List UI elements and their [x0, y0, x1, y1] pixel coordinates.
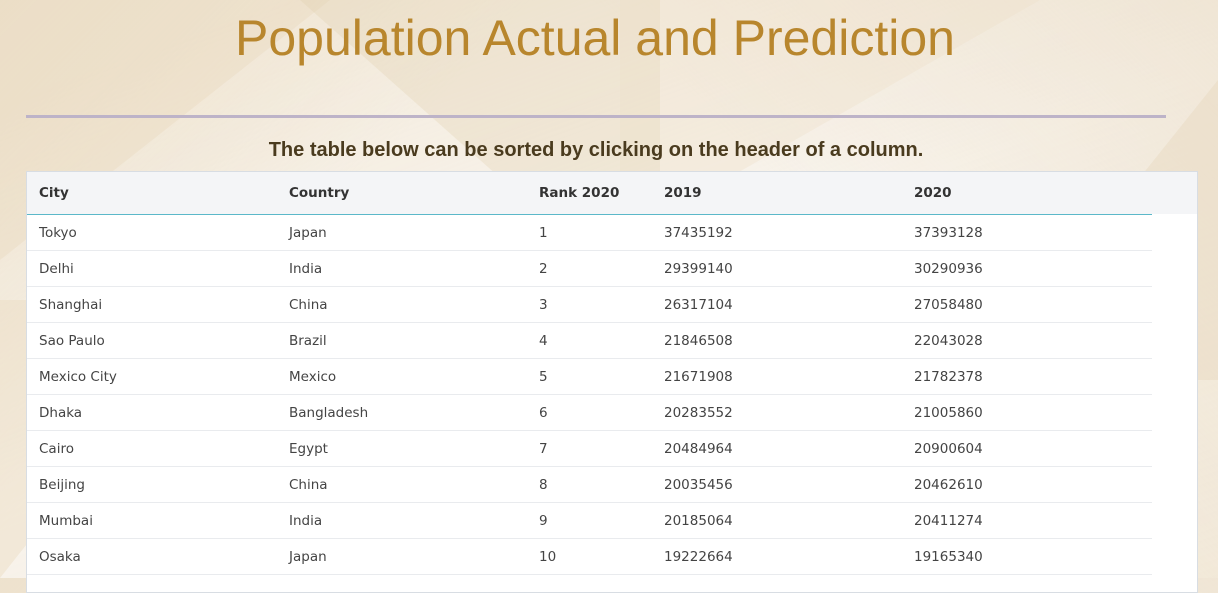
cell-city: Mexico City — [27, 358, 277, 395]
column-header-2020[interactable]: 2020 — [902, 172, 1152, 215]
cell-population-2019: 20035456 — [652, 466, 902, 503]
table-header-row: City Country Rank 2020 2019 2020 — [27, 172, 1152, 215]
cell-rank-2020: 1 — [527, 214, 652, 251]
population-table-container: City Country Rank 2020 2019 2020 Tokyo Ja… — [26, 171, 1198, 593]
cell-population-2019: 21671908 — [652, 358, 902, 395]
cell-population-2019: 20185064 — [652, 502, 902, 539]
cell-population-2020: 20462610 — [902, 466, 1152, 503]
title-divider — [26, 115, 1166, 118]
table-body: Tokyo Japan 1 37435192 37393128 Delhi India 2 29… — [27, 214, 1152, 575]
table-instructions: The table below can be sorted by clickin… — [268, 139, 924, 161]
table-row: Mumbai India 9 20185064 20411274 — [27, 502, 1152, 539]
cell-country: China — [277, 286, 527, 323]
cell-country: Egypt — [277, 430, 527, 467]
column-header-country[interactable]: Country — [277, 172, 527, 215]
cell-country: India — [277, 502, 527, 539]
cell-rank-2020: 3 — [527, 286, 652, 323]
cell-rank-2020: 5 — [527, 358, 652, 395]
cell-population-2020: 27058480 — [902, 286, 1152, 323]
cell-city: Beijing — [27, 466, 277, 503]
cell-population-2019: 37435192 — [652, 214, 902, 251]
cell-city: Tokyo — [27, 214, 277, 251]
table-row: Mexico City Mexico 5 21671908 21782378 — [27, 358, 1152, 395]
cell-population-2020: 21005860 — [902, 394, 1152, 431]
cell-population-2019: 20283552 — [652, 394, 902, 431]
cell-rank-2020: 9 — [527, 502, 652, 539]
column-header-city[interactable]: City — [27, 172, 277, 215]
cell-country: India — [277, 250, 527, 287]
cell-rank-2020: 10 — [527, 538, 652, 575]
cell-population-2019: 21846508 — [652, 322, 902, 359]
cell-population-2020: 37393128 — [902, 214, 1152, 251]
column-header-2019[interactable]: 2019 — [652, 172, 902, 215]
cell-population-2019: 29399140 — [652, 250, 902, 287]
table-row: Tokyo Japan 1 37435192 37393128 — [27, 214, 1152, 251]
table-row: Delhi India 2 29399140 30290936 — [27, 250, 1152, 287]
cell-city: Shanghai — [27, 286, 277, 323]
cell-city: Sao Paulo — [27, 322, 277, 359]
cell-rank-2020: 4 — [527, 322, 652, 359]
cell-country: Mexico — [277, 358, 527, 395]
cell-population-2020: 20411274 — [902, 502, 1152, 539]
cell-population-2020: 20900604 — [902, 430, 1152, 467]
cell-rank-2020: 8 — [527, 466, 652, 503]
population-table: City Country Rank 2020 2019 2020 Tokyo Ja… — [27, 172, 1152, 575]
table-row: Sao Paulo Brazil 4 21846508 22043028 — [27, 322, 1152, 359]
cell-country: Japan — [277, 214, 527, 251]
cell-country: Bangladesh — [277, 394, 527, 431]
page-title: Population Actual and Prediction — [235, 10, 955, 66]
cell-rank-2020: 6 — [527, 394, 652, 431]
table-row: Osaka Japan 10 19222664 19165340 — [27, 538, 1152, 575]
cell-population-2020: 21782378 — [902, 358, 1152, 395]
table-row: Cairo Egypt 7 20484964 20900604 — [27, 430, 1152, 467]
cell-city: Dhaka — [27, 394, 277, 431]
cell-rank-2020: 7 — [527, 430, 652, 467]
cell-city: Delhi — [27, 250, 277, 287]
cell-country: Brazil — [277, 322, 527, 359]
cell-population-2020: 30290936 — [902, 250, 1152, 287]
cell-city: Mumbai — [27, 502, 277, 539]
cell-rank-2020: 2 — [527, 250, 652, 287]
cell-population-2020: 22043028 — [902, 322, 1152, 359]
table-row: Shanghai China 3 26317104 27058480 — [27, 286, 1152, 323]
table-row: Dhaka Bangladesh 6 20283552 21005860 — [27, 394, 1152, 431]
table-row: Beijing China 8 20035456 20462610 — [27, 466, 1152, 503]
cell-country: China — [277, 466, 527, 503]
cell-population-2019: 20484964 — [652, 430, 902, 467]
cell-population-2019: 19222664 — [652, 538, 902, 575]
cell-population-2020: 19165340 — [902, 538, 1152, 575]
column-header-rank-2020[interactable]: Rank 2020 — [527, 172, 652, 215]
cell-country: Japan — [277, 538, 527, 575]
cell-city: Osaka — [27, 538, 277, 575]
cell-population-2019: 26317104 — [652, 286, 902, 323]
cell-city: Cairo — [27, 430, 277, 467]
